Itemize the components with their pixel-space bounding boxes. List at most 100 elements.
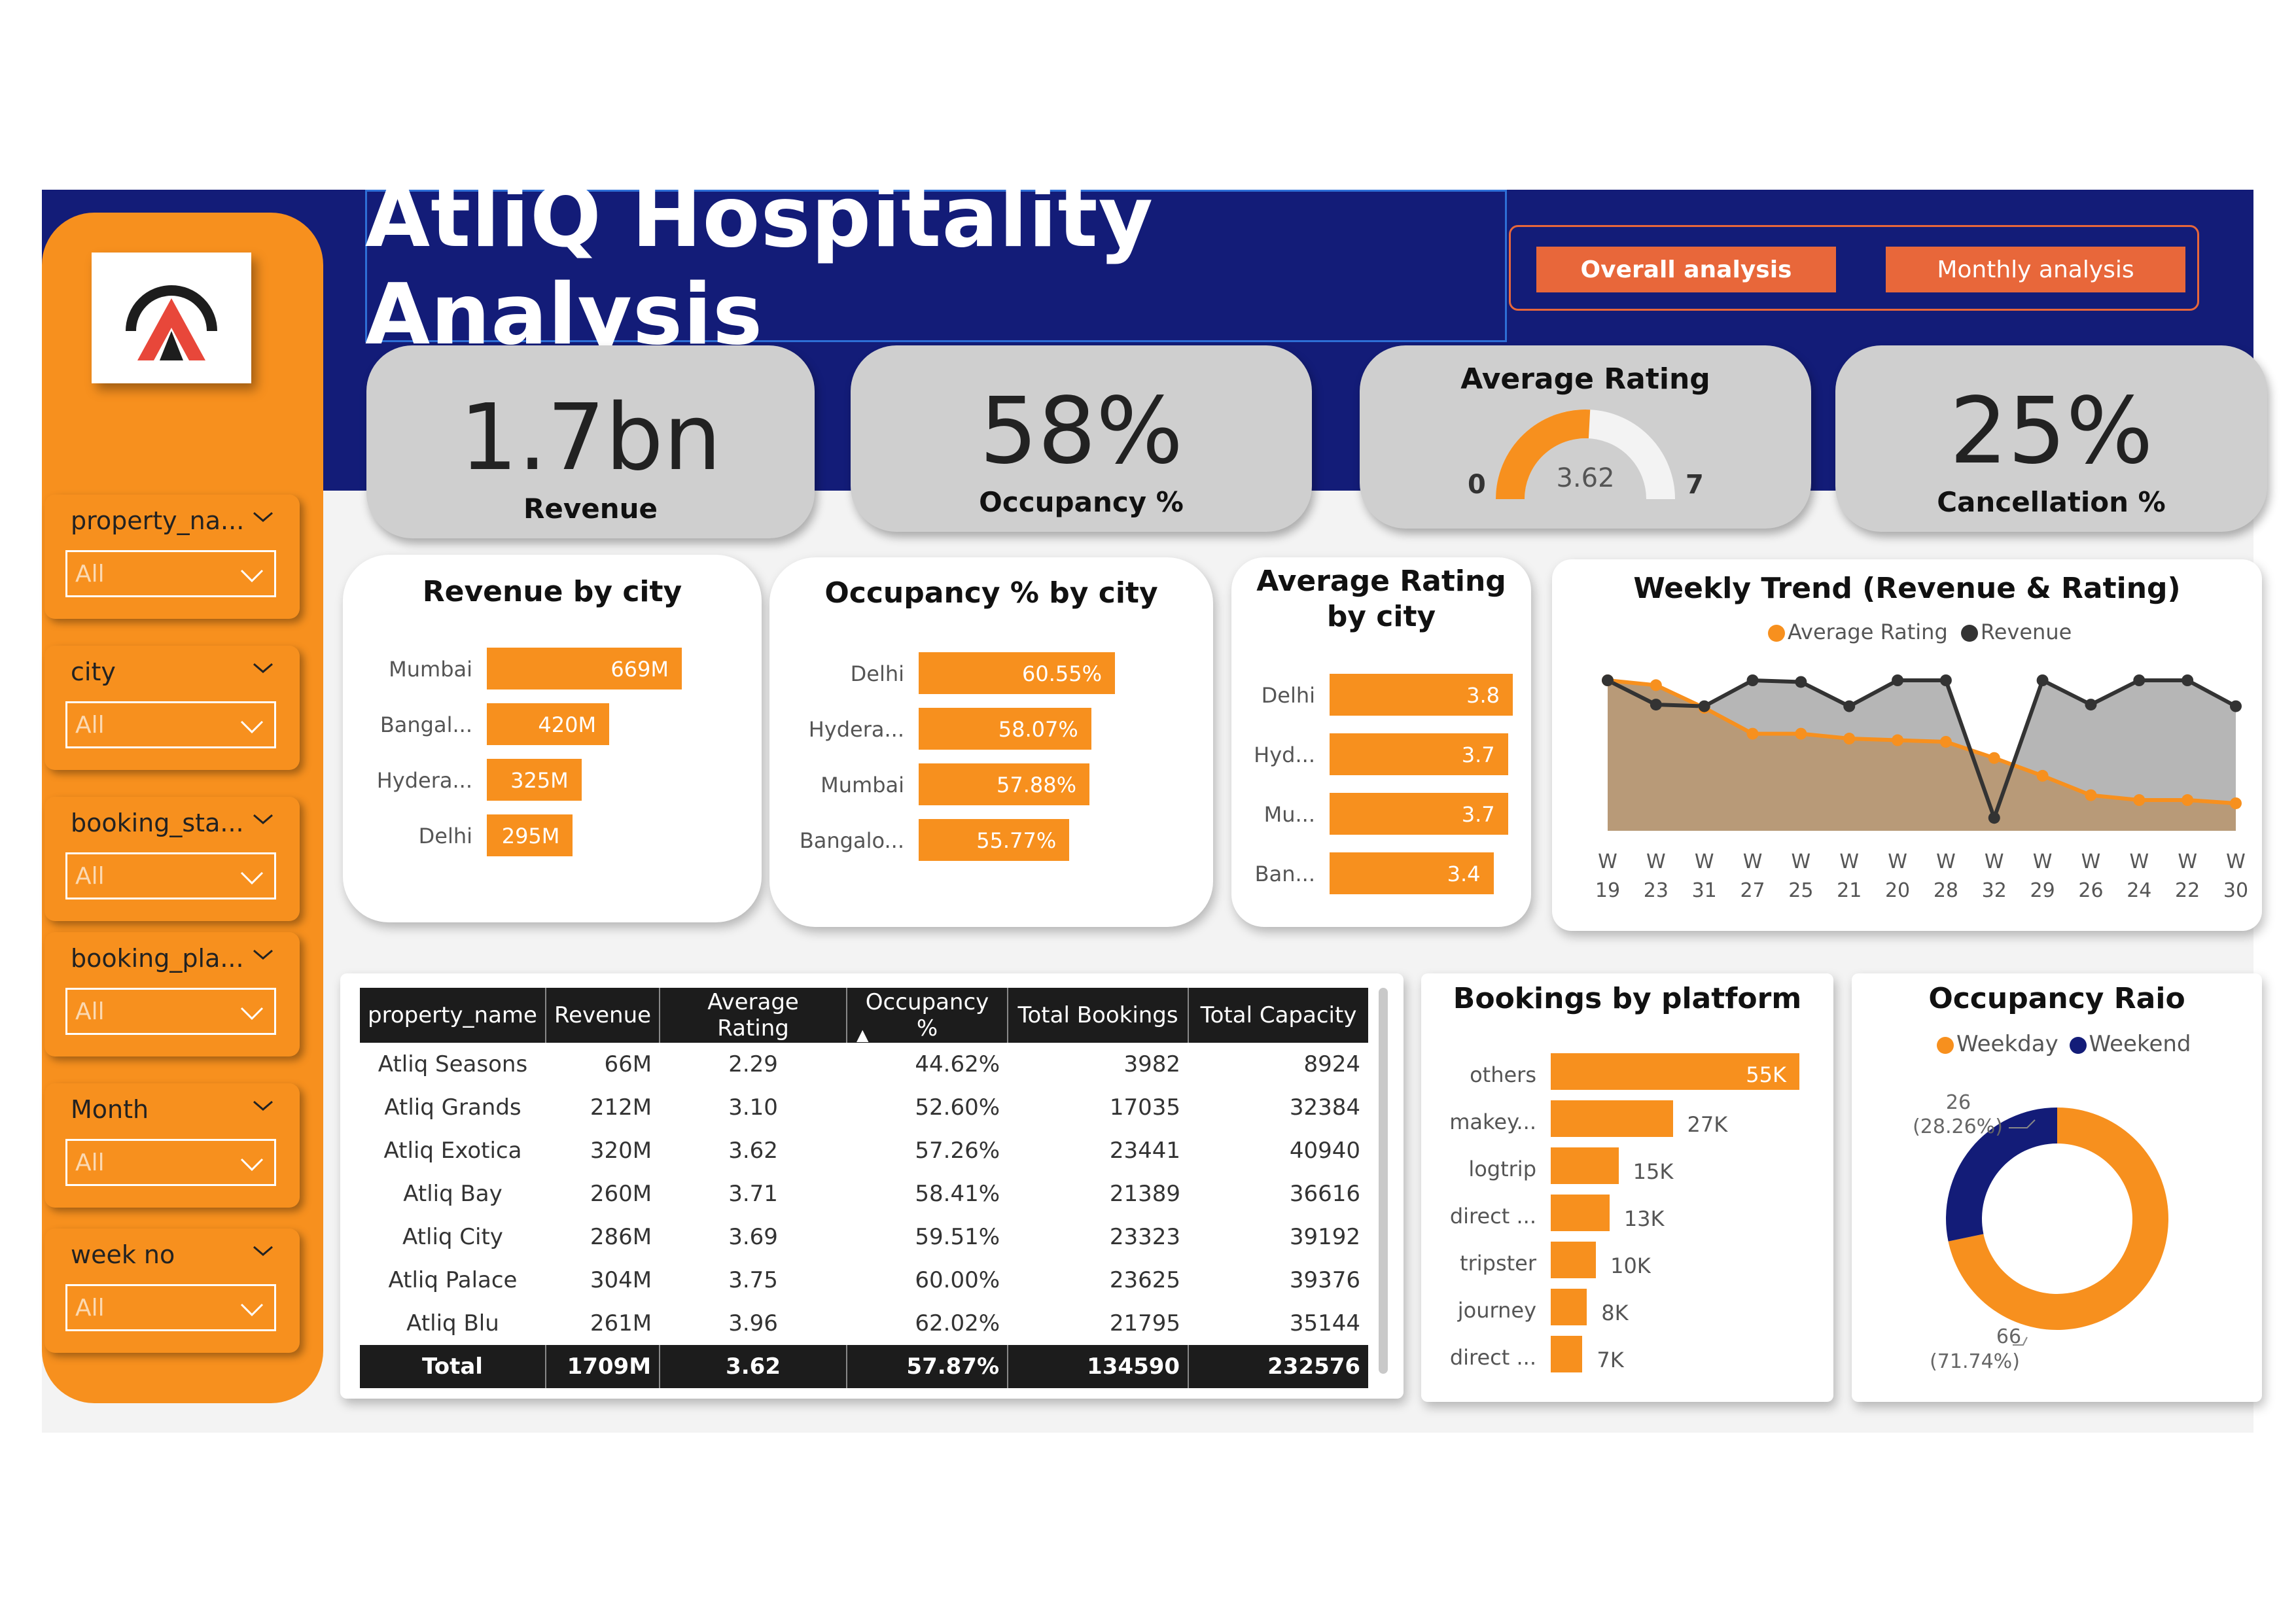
kpi-revenue-card: 1.7bn Revenue (366, 345, 815, 538)
column-header[interactable]: property_name (360, 988, 546, 1043)
bar-row[interactable]: Ban... 3.4 (1231, 852, 1531, 894)
bar-row[interactable]: Bangalo... 55.77% (769, 819, 1213, 861)
slicer-dropdown[interactable]: All (65, 988, 276, 1035)
bar-row[interactable]: Mumbai 57.88% (769, 763, 1213, 805)
table-cell: 8924 (1303, 1051, 1361, 1077)
bar-row[interactable]: Hydera... 58.07% (769, 708, 1213, 750)
table-cell: 3.71 (728, 1181, 778, 1207)
bar-row[interactable]: Delhi 3.8 (1231, 674, 1531, 716)
property-table: property_name Revenue Average Rating Occ… (360, 988, 1369, 1388)
slicer-title: week no (71, 1240, 175, 1269)
table-cell: 3.75 (728, 1267, 778, 1293)
bar[interactable] (1330, 674, 1513, 716)
bar[interactable] (1551, 1195, 1610, 1231)
bar-row[interactable]: logtrip 15K (1421, 1147, 1833, 1184)
bar[interactable] (1330, 733, 1508, 775)
column-header-sorted[interactable]: Occupancy % ▲ (847, 988, 1009, 1044)
panel-title: Weekly Trend (Revenue & Rating) (1633, 572, 2181, 605)
bar[interactable] (487, 703, 610, 745)
overall-analysis-button[interactable]: Overall analysis (1536, 247, 1836, 292)
table-row[interactable]: Atliq Bay 260M 3.71 58.41% 21389 36616 (360, 1172, 1368, 1215)
x-tick-label: 31 (1692, 879, 1717, 902)
bar[interactable] (1330, 852, 1494, 894)
chevron-down-icon[interactable] (250, 941, 276, 968)
monthly-analysis-button[interactable]: Monthly analysis (1886, 247, 2185, 292)
chevron-down-icon[interactable] (250, 655, 276, 681)
column-header[interactable]: Total Bookings (1008, 988, 1190, 1043)
bar[interactable] (1551, 1100, 1673, 1137)
slicer-dropdown[interactable]: All (65, 852, 276, 899)
bar-value-label: 3.7 (1461, 742, 1495, 767)
table-row[interactable]: Atliq Palace 304M 3.75 60.00% 23625 39376 (360, 1259, 1368, 1302)
bar[interactable] (919, 652, 1115, 694)
bar[interactable] (1551, 1147, 1619, 1184)
bar[interactable] (1551, 1053, 1799, 1090)
table-row[interactable]: Atliq City 286M 3.69 59.51% 23323 39192 (360, 1215, 1368, 1259)
weekday-slice[interactable] (1948, 1108, 2168, 1330)
weekend-slice[interactable] (1946, 1108, 2057, 1242)
x-tick-label: 26 (2078, 879, 2103, 902)
table-header-row: property_name Revenue Average Rating Occ… (360, 988, 1369, 1044)
bar-row[interactable]: Delhi 60.55% (769, 652, 1213, 694)
table-row[interactable]: Atliq Grands 212M 3.10 52.60% 17035 32384 (360, 1086, 1368, 1129)
bar[interactable] (1551, 1289, 1587, 1325)
table-row[interactable]: Atliq Blu 261M 3.96 62.02% 21795 35144 (360, 1302, 1368, 1345)
rating-point (2181, 794, 2194, 807)
bar-row[interactable]: Hydera... 325M (343, 759, 762, 801)
slicer-dropdown[interactable]: All (65, 550, 276, 597)
slicer-title: Month (71, 1095, 149, 1124)
bar[interactable] (487, 814, 573, 856)
bar-row[interactable]: Hyd... 3.7 (1231, 733, 1531, 775)
panel-title: Occupancy Raio (1928, 982, 2185, 1015)
table-cell: 32384 (1289, 1094, 1361, 1121)
bar[interactable] (919, 708, 1091, 750)
bar-row[interactable]: Mumbai 669M (343, 648, 762, 689)
bar-row[interactable]: others 55K (1421, 1053, 1833, 1090)
slicer-dropdown[interactable]: All (65, 701, 276, 748)
slicer-dropdown[interactable]: All (65, 1284, 276, 1331)
chevron-down-icon[interactable] (250, 1092, 276, 1119)
occupancy-by-city-chart: Delhi 60.55% Hydera... 58.07% Mumbai 57.88% Ba… (769, 652, 1213, 875)
bar-row[interactable]: direct ... 13K (1421, 1195, 1833, 1231)
chevron-down-icon[interactable] (250, 504, 276, 530)
x-tick-prefix: W (1888, 850, 1907, 873)
bar-value-label: 3.4 (1447, 862, 1481, 886)
bar-row[interactable]: journey 8K (1421, 1289, 1833, 1325)
column-header[interactable]: Total Capacity (1188, 988, 1369, 1043)
kpi-label: Cancellation % (1937, 486, 2166, 518)
column-header[interactable]: Revenue (545, 988, 661, 1043)
revenue-point (1843, 700, 1856, 712)
x-tick-label: 20 (1885, 879, 1910, 902)
chevron-down-icon[interactable] (250, 1238, 276, 1264)
occupancy-by-city-panel: Occupancy % by city Delhi 60.55% Hydera...… (769, 557, 1213, 927)
bar-row[interactable]: Bangal... 420M (343, 703, 762, 745)
rating-point (1746, 727, 1759, 740)
bar[interactable] (1330, 793, 1508, 835)
table-cell: 39192 (1289, 1224, 1361, 1250)
column-header[interactable]: Average Rating (660, 988, 848, 1043)
revenue-point (1602, 674, 1614, 686)
bar-row[interactable]: makey... 27K (1421, 1100, 1833, 1137)
bar[interactable] (919, 763, 1090, 805)
slicer-title: booking_pla... (71, 944, 244, 973)
bar[interactable] (1551, 1336, 1583, 1372)
table-row[interactable]: Atliq Exotica 320M 3.62 57.26% 23441 40940 (360, 1129, 1368, 1172)
bar-row[interactable]: direct ... 7K (1421, 1336, 1833, 1372)
slicer-dropdown[interactable]: All (65, 1139, 276, 1186)
x-tick-label: 24 (2127, 879, 2151, 902)
bar[interactable] (1551, 1242, 1597, 1278)
bar-value-label: 8K (1601, 1300, 1629, 1325)
chevron-down-icon[interactable] (250, 806, 276, 832)
slicer-city: city All (44, 646, 300, 770)
bar-row[interactable]: Mu... 3.7 (1231, 793, 1531, 835)
bar[interactable] (487, 759, 582, 801)
bar-value-label: 55.77% (976, 828, 1057, 853)
table-cell: 23625 (1109, 1267, 1181, 1293)
table-scrollbar[interactable] (1379, 988, 1388, 1374)
bar-row[interactable]: Delhi 295M (343, 814, 762, 856)
revenue-point (1698, 700, 1710, 712)
bar-row[interactable]: tripster 10K (1421, 1242, 1833, 1278)
table-row[interactable]: Atliq Seasons 66M 2.29 44.62% 3982 8924 (360, 1043, 1368, 1086)
bar[interactable] (919, 819, 1070, 861)
bar[interactable] (487, 648, 682, 689)
